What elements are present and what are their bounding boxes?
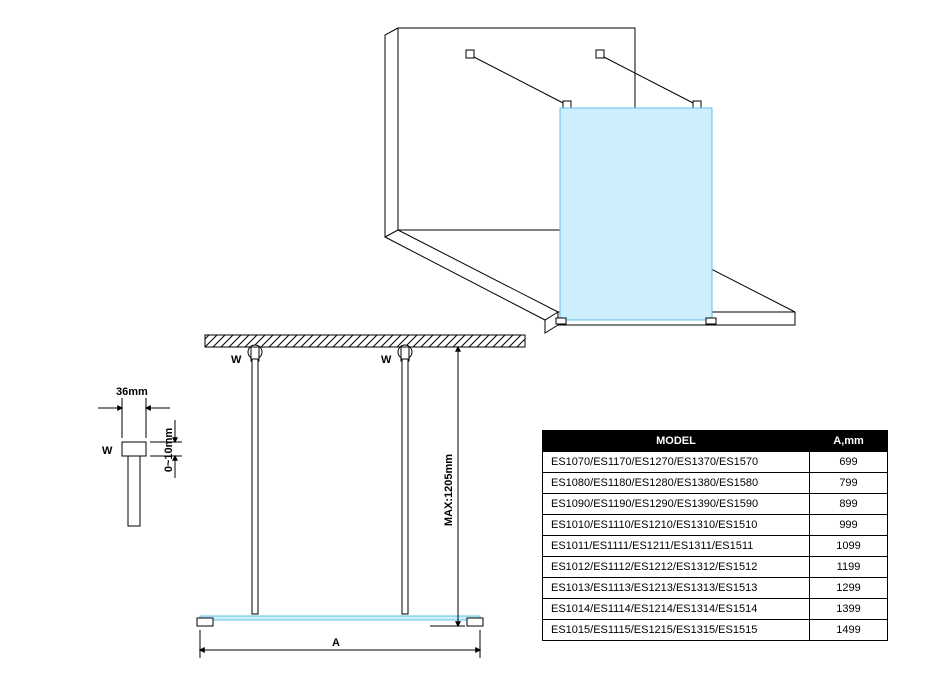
cell-model: ES1012/ES1112/ES1212/ES1312/ES1512 (543, 557, 810, 578)
cell-a: 799 (810, 473, 888, 494)
col-a: A,mm (810, 431, 888, 452)
cell-model: ES1011/ES1111/ES1211/ES1311/ES1511 (543, 536, 810, 557)
dim-0-10: 0~10mm (163, 428, 175, 473)
dim-36: 36mm (116, 386, 148, 398)
cell-a: 699 (810, 452, 888, 473)
cell-a: 1499 (810, 620, 888, 641)
table-row: ES1070/ES1170/ES1270/ES1370/ES1570699 (543, 452, 888, 473)
cell-a: 1099 (810, 536, 888, 557)
table-row: ES1013/ES1113/ES1213/ES1313/ES15131299 (543, 578, 888, 599)
table-row: ES1014/ES1114/ES1214/ES1314/ES15141399 (543, 599, 888, 620)
cell-a: 1299 (810, 578, 888, 599)
table-row: ES1010/ES1110/ES1210/ES1310/ES1510999 (543, 515, 888, 536)
cell-model: ES1090/ES1190/ES1290/ES1390/ES1590 (543, 494, 810, 515)
cell-model: ES1015/ES1115/ES1215/ES1315/ES1515 (543, 620, 810, 641)
cell-a: 999 (810, 515, 888, 536)
detail-w-label: W (102, 445, 113, 457)
table-row: ES1011/ES1111/ES1211/ES1311/ES15111099 (543, 536, 888, 557)
cell-a: 1399 (810, 599, 888, 620)
cell-model: ES1014/ES1114/ES1214/ES1314/ES1514 (543, 599, 810, 620)
cell-model: ES1013/ES1113/ES1213/ES1313/ES1513 (543, 578, 810, 599)
table-row: ES1080/ES1180/ES1280/ES1380/ES1580799 (543, 473, 888, 494)
cell-model: ES1010/ES1110/ES1210/ES1310/ES1510 (543, 515, 810, 536)
cell-model: ES1070/ES1170/ES1270/ES1370/ES1570 (543, 452, 810, 473)
table-row: ES1015/ES1115/ES1215/ES1315/ES15151499 (543, 620, 888, 641)
cell-model: ES1080/ES1180/ES1280/ES1380/ES1580 (543, 473, 810, 494)
model-table: MODEL A,mm ES1070/ES1170/ES1270/ES1370/E… (542, 430, 888, 641)
col-model: MODEL (543, 431, 810, 452)
cell-a: 1199 (810, 557, 888, 578)
table-row: ES1090/ES1190/ES1290/ES1390/ES1590899 (543, 494, 888, 515)
table-row: ES1012/ES1112/ES1212/ES1312/ES15121199 (543, 557, 888, 578)
cell-a: 899 (810, 494, 888, 515)
